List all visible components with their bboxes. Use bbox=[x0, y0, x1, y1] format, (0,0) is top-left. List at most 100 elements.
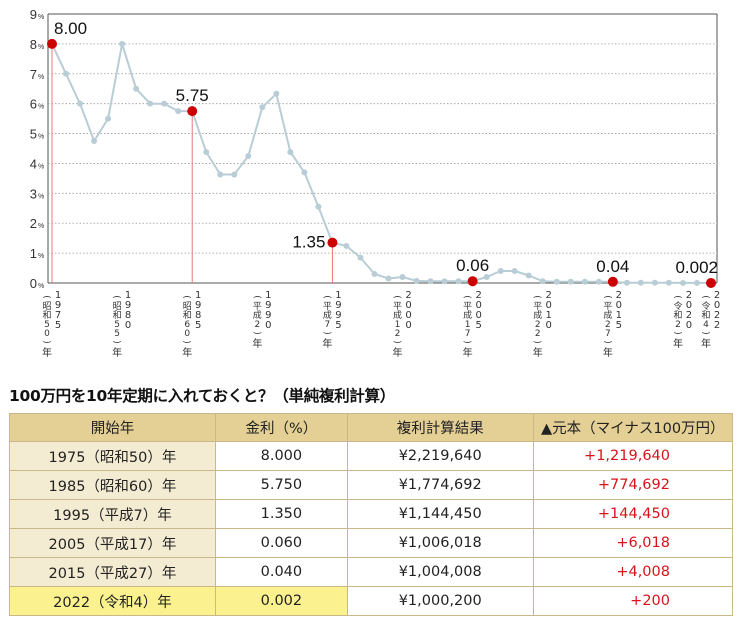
cell-result: ¥1,000,200 bbox=[346, 586, 534, 616]
x-tick-era-char: 7 bbox=[325, 320, 331, 330]
data-point bbox=[651, 279, 658, 286]
x-tick-era-char: 平 bbox=[393, 301, 402, 312]
x-tick-year-char: 1 bbox=[55, 290, 61, 301]
x-tick-era-char: ( bbox=[181, 295, 191, 299]
x-tick-era-char: ) bbox=[602, 340, 612, 344]
cell-gain: +4,008 bbox=[532, 557, 734, 587]
x-tick-year-char: 2 bbox=[686, 290, 692, 301]
x-tick-era-char: ) bbox=[41, 340, 51, 344]
x-tick-era-char: ) bbox=[672, 331, 682, 335]
y-tick-unit: % bbox=[38, 134, 44, 141]
x-tick-era-char: 2 bbox=[254, 320, 260, 330]
x-tick-era-char: ( bbox=[462, 295, 472, 299]
x-tick-era-char: 7 bbox=[465, 329, 471, 339]
x-tick-era-char: ) bbox=[532, 340, 542, 344]
x-tick-year-char: 0 bbox=[616, 300, 622, 311]
x-tick-year-char: 1 bbox=[335, 290, 341, 301]
x-tick-year-char: 2 bbox=[616, 290, 622, 301]
highlight-value-label: 8.00 bbox=[54, 19, 87, 38]
x-tick-nen-char: 年 bbox=[603, 346, 613, 359]
x-tick-era-char: 0 bbox=[184, 329, 190, 339]
y-tick-label: 3 bbox=[30, 186, 37, 201]
data-point bbox=[63, 70, 70, 77]
x-axis-labels: (昭和50)年1975(昭和55)年1980(昭和60)年1985(平成2)年1… bbox=[41, 290, 720, 359]
highlight-value-label: 5.75 bbox=[176, 86, 209, 105]
highlight-point bbox=[706, 277, 716, 288]
header-result: 複利計算結果 bbox=[346, 413, 534, 442]
data-point bbox=[245, 152, 252, 159]
data-point bbox=[119, 40, 126, 47]
x-tick-era-char: 令 bbox=[701, 300, 710, 312]
x-tick-era-char: 成 bbox=[253, 309, 262, 321]
x-tick-label: (昭和60) 年 1985 bbox=[181, 290, 201, 359]
data-point bbox=[483, 274, 490, 281]
cell-year: 2022（令和4）年 bbox=[9, 586, 216, 616]
x-tick-era-char: 和 bbox=[183, 310, 192, 321]
y-tick-unit: % bbox=[38, 104, 44, 111]
x-tick-year-char: 5 bbox=[55, 320, 61, 331]
x-tick-era-char: 和 bbox=[673, 310, 682, 321]
x-tick-year-char: 5 bbox=[475, 320, 481, 331]
data-point bbox=[371, 271, 378, 278]
cell-result: ¥1,004,008 bbox=[346, 557, 534, 587]
compound-interest-table: 開始年 金利（%） 複利計算結果 ▲元本（マイナス100万円） 1975（昭和5… bbox=[9, 413, 734, 616]
data-point bbox=[539, 278, 546, 285]
cell-rate: 0.002 bbox=[214, 586, 348, 616]
data-point bbox=[553, 278, 560, 285]
x-tick-era-char: 4 bbox=[703, 320, 709, 330]
cell-result: ¥1,774,692 bbox=[346, 470, 534, 500]
data-point bbox=[287, 149, 294, 156]
x-tick-year-char: 9 bbox=[265, 310, 271, 321]
x-tick-era-char: ( bbox=[532, 295, 542, 299]
cell-gain: +1,219,640 bbox=[532, 441, 734, 471]
highlight-point bbox=[327, 237, 338, 248]
data-point bbox=[665, 279, 672, 286]
y-tick-unit: % bbox=[38, 253, 44, 260]
x-tick-era-char: 1 bbox=[465, 320, 471, 330]
x-tick-year-char: 5 bbox=[335, 320, 341, 331]
highlight-value-label: 0.04 bbox=[596, 257, 629, 276]
x-tick-era-char: ) bbox=[251, 331, 261, 335]
x-tick-year-char: 0 bbox=[475, 310, 481, 321]
data-point bbox=[357, 254, 364, 261]
x-tick-year-char: 1 bbox=[125, 290, 131, 301]
x-tick-year-char: 0 bbox=[546, 320, 552, 331]
data-point bbox=[203, 149, 210, 156]
highlight-point bbox=[607, 276, 618, 287]
data-point bbox=[441, 278, 448, 285]
x-tick-era-char: 昭 bbox=[113, 301, 122, 312]
x-tick-era-char: 平 bbox=[603, 301, 612, 312]
x-tick-nen-char: 年 bbox=[701, 337, 711, 350]
highlight-value-label: 0.002 bbox=[675, 258, 718, 277]
y-tick-label: 7 bbox=[30, 67, 37, 82]
y-tick-label: 0 bbox=[30, 276, 37, 291]
x-tick-year-char: 8 bbox=[125, 310, 131, 321]
data-point bbox=[581, 278, 588, 285]
y-tick-label: 9 bbox=[30, 7, 37, 22]
x-tick-era-char: 平 bbox=[463, 301, 472, 312]
x-tick-nen-char: 年 bbox=[322, 337, 332, 350]
x-tick-nen-char: 年 bbox=[393, 346, 403, 359]
x-tick-year-char: 2 bbox=[714, 320, 720, 331]
y-tick-label: 4 bbox=[30, 156, 37, 171]
highlight-value-label: 0.06 bbox=[456, 256, 489, 275]
x-tick-era-char: ) bbox=[462, 340, 472, 344]
x-tick-nen-char: 年 bbox=[533, 346, 543, 359]
x-tick-era-char: 2 bbox=[395, 329, 401, 339]
data-point bbox=[91, 138, 98, 145]
x-tick-era-char: ( bbox=[392, 295, 402, 299]
data-point bbox=[693, 279, 700, 286]
x-tick-era-char: ) bbox=[392, 340, 402, 344]
header-gain: ▲元本（マイナス100万円） bbox=[532, 413, 734, 442]
y-tick-label: 1 bbox=[30, 246, 37, 261]
x-tick-era-char: ( bbox=[251, 295, 261, 299]
y-tick-label: 8 bbox=[30, 37, 37, 52]
x-tick-year-char: 2 bbox=[546, 290, 552, 301]
y-tick-label: 5 bbox=[30, 127, 37, 142]
x-tick-era-char: 和 bbox=[113, 310, 122, 321]
x-tick-era-char: ) bbox=[111, 340, 121, 344]
x-tick-era-char: 昭 bbox=[42, 301, 51, 312]
